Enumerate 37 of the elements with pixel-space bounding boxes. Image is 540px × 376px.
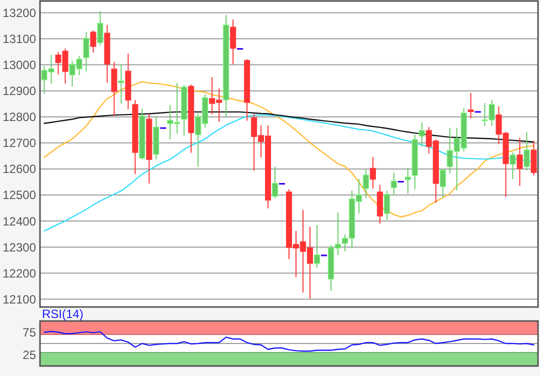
y-tick-label: 25 [22,348,36,362]
candlestick [362,168,369,199]
candlestick [530,140,537,176]
candlestick [510,152,516,180]
candlestick [230,18,236,65]
line-series [44,81,534,218]
candlestick [118,64,124,104]
candlestick [314,224,320,268]
y-tick-label: 12800 [2,110,36,124]
y-tick-label: 13000 [2,58,36,72]
candlestick [90,30,96,54]
candlestick [440,168,446,198]
y-tick-label: 12300 [2,240,36,254]
candlestick [111,61,118,116]
y-tick-label: 75 [22,325,36,340]
candlestick [370,156,376,190]
candlestick [468,92,474,119]
candlestick [390,172,397,196]
candlestick [97,10,104,46]
candlestick [384,190,390,220]
candlestick [272,166,278,199]
y-tick-label: 12200 [2,266,36,280]
y-tick-label: 12400 [2,214,36,228]
y-tick-label: 12700 [2,136,36,150]
chart-title: RSI(14) [42,307,84,321]
y-tick-label: 12100 [2,292,36,306]
candlestick [524,131,530,171]
y-tick-label: 13200 [2,6,36,20]
y-tick-label: 12600 [2,162,36,176]
line-series [44,330,534,352]
y-tick-label: 12500 [2,188,36,202]
candlestick [418,122,425,147]
candlestick [516,137,523,186]
candlestick [83,31,90,72]
y-tick-label: 13100 [2,32,36,46]
candlestick [404,167,411,194]
y-tick-label: 12900 [2,84,36,98]
